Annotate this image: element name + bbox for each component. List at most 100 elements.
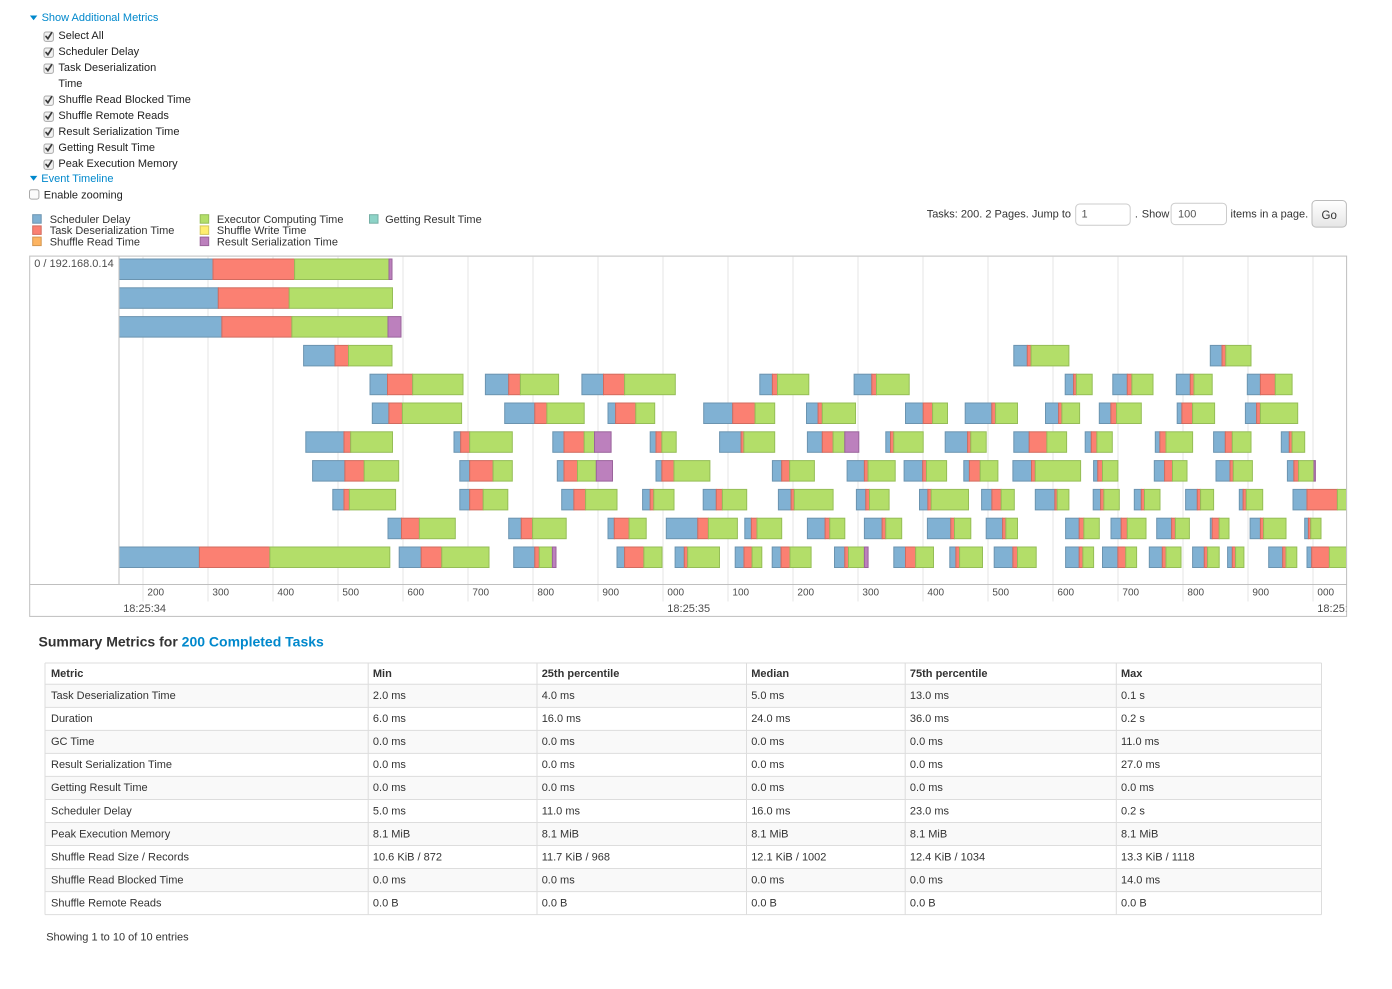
svg-text:Metric: Metric xyxy=(51,668,83,680)
svg-text:0.0 B: 0.0 B xyxy=(910,897,936,909)
svg-text:Getting Result Time: Getting Result Time xyxy=(51,782,148,794)
svg-text:Getting Result Time: Getting Result Time xyxy=(385,214,482,226)
svg-text:Result Serialization Time: Result Serialization Time xyxy=(217,236,338,248)
svg-text:8.1 MiB: 8.1 MiB xyxy=(751,828,788,840)
svg-text:700: 700 xyxy=(472,588,489,599)
svg-text:14.0 ms: 14.0 ms xyxy=(1121,874,1161,886)
svg-text:Time: Time xyxy=(58,78,82,90)
svg-text:Task Deserialization Time: Task Deserialization Time xyxy=(50,225,175,237)
svg-text:100: 100 xyxy=(1178,208,1196,220)
svg-text:500: 500 xyxy=(342,588,359,599)
svg-text:0.0 B: 0.0 B xyxy=(1121,897,1147,909)
svg-text:100: 100 xyxy=(732,588,749,599)
svg-text:Scheduler Delay: Scheduler Delay xyxy=(51,805,132,817)
svg-text:Shuffle Read Size / Records: Shuffle Read Size / Records xyxy=(51,851,189,863)
svg-text:800: 800 xyxy=(1187,588,1204,599)
svg-text:0.0 ms: 0.0 ms xyxy=(751,782,785,794)
svg-text:0.0 ms: 0.0 ms xyxy=(373,736,407,748)
svg-text:23.0 ms: 23.0 ms xyxy=(910,805,950,817)
svg-text:0.0 B: 0.0 B xyxy=(542,897,568,909)
svg-text:1: 1 xyxy=(1082,208,1088,220)
svg-text:items in a page.: items in a page. xyxy=(1231,208,1309,220)
svg-text:0.1 s: 0.1 s xyxy=(1121,690,1145,702)
svg-text:0.0 B: 0.0 B xyxy=(751,897,777,909)
svg-text:0.0 ms: 0.0 ms xyxy=(373,874,407,886)
svg-text:0.0 ms: 0.0 ms xyxy=(542,782,576,794)
svg-text:18:25:34: 18:25:34 xyxy=(123,603,166,615)
svg-text:10.6 KiB / 872: 10.6 KiB / 872 xyxy=(373,851,442,863)
svg-text:600: 600 xyxy=(407,588,424,599)
svg-text:Shuffle Read Blocked Time: Shuffle Read Blocked Time xyxy=(51,874,183,886)
svg-text:Shuffle Remote Reads: Shuffle Remote Reads xyxy=(51,897,162,909)
svg-text:Peak Execution Memory: Peak Execution Memory xyxy=(51,828,171,840)
svg-text:Shuffle Read Blocked Time: Shuffle Read Blocked Time xyxy=(58,94,190,106)
svg-text:Shuffle Read Time: Shuffle Read Time xyxy=(50,236,140,248)
svg-text:18:25:35: 18:25:35 xyxy=(667,603,710,615)
svg-text:900: 900 xyxy=(602,588,619,599)
svg-text:Result Serialization Time: Result Serialization Time xyxy=(58,126,179,138)
svg-text:24.0 ms: 24.0 ms xyxy=(751,713,791,725)
svg-text:Select All: Select All xyxy=(58,30,103,42)
svg-text:0.0 ms: 0.0 ms xyxy=(751,874,785,886)
svg-text:8.1 MiB: 8.1 MiB xyxy=(910,828,947,840)
svg-text:300: 300 xyxy=(862,588,879,599)
svg-text:Show Additional Metrics: Show Additional Metrics xyxy=(42,12,159,24)
svg-text:0.0 ms: 0.0 ms xyxy=(751,759,785,771)
svg-text:200: 200 xyxy=(147,588,164,599)
svg-text:12.1 KiB / 1002: 12.1 KiB / 1002 xyxy=(751,851,826,863)
svg-text:8.1 MiB: 8.1 MiB xyxy=(373,828,410,840)
svg-text:200: 200 xyxy=(797,588,814,599)
svg-text:0.0 B: 0.0 B xyxy=(373,897,399,909)
svg-text:0.0 ms: 0.0 ms xyxy=(373,759,407,771)
svg-text:0.0 ms: 0.0 ms xyxy=(751,736,785,748)
svg-text:Task Deserialization: Task Deserialization xyxy=(58,62,156,74)
svg-text:Max: Max xyxy=(1121,668,1143,680)
svg-text:Show: Show xyxy=(1142,208,1170,220)
svg-text:75th percentile: 75th percentile xyxy=(910,668,988,680)
svg-text:0.0 ms: 0.0 ms xyxy=(542,874,576,886)
svg-text:5.0 ms: 5.0 ms xyxy=(751,690,785,702)
svg-text:18:25:36: 18:25:36 xyxy=(1317,603,1360,615)
svg-text:900: 900 xyxy=(1252,588,1269,599)
svg-text:Result Serialization Time: Result Serialization Time xyxy=(51,759,172,771)
svg-text:0.0 ms: 0.0 ms xyxy=(542,759,576,771)
svg-text:Go: Go xyxy=(1322,210,1337,222)
svg-text:8.1 MiB: 8.1 MiB xyxy=(542,828,579,840)
svg-text:0.0 ms: 0.0 ms xyxy=(1121,782,1155,794)
svg-text:600: 600 xyxy=(1057,588,1074,599)
svg-text:12.4 KiB / 1034: 12.4 KiB / 1034 xyxy=(910,851,985,863)
svg-text:Shuffle Write Time: Shuffle Write Time xyxy=(217,225,306,237)
svg-text:300: 300 xyxy=(212,588,229,599)
svg-text:GC Time: GC Time xyxy=(51,736,94,748)
svg-text:700: 700 xyxy=(1122,588,1139,599)
svg-text:0.0 ms: 0.0 ms xyxy=(910,759,944,771)
svg-text:0 / 192.168.0.14: 0 / 192.168.0.14 xyxy=(34,258,114,270)
svg-text:Enable zooming: Enable zooming xyxy=(44,189,123,201)
svg-text:000: 000 xyxy=(1317,588,1334,599)
svg-text:Median: Median xyxy=(751,668,789,680)
svg-text:13.3 KiB / 1118: 13.3 KiB / 1118 xyxy=(1121,851,1195,863)
svg-text:Event Timeline: Event Timeline xyxy=(41,173,113,185)
svg-text:8.1 MiB: 8.1 MiB xyxy=(1121,828,1158,840)
svg-text:0.0 ms: 0.0 ms xyxy=(373,782,407,794)
svg-text:Duration: Duration xyxy=(51,713,93,725)
svg-text:.: . xyxy=(1135,208,1138,220)
svg-text:Min: Min xyxy=(373,668,392,680)
svg-text:0.0 ms: 0.0 ms xyxy=(910,736,944,748)
svg-text:Getting Result Time: Getting Result Time xyxy=(58,142,155,154)
svg-text:11.7 KiB / 968: 11.7 KiB / 968 xyxy=(542,851,610,863)
svg-text:Scheduler Delay: Scheduler Delay xyxy=(50,214,131,226)
svg-text:0.0 ms: 0.0 ms xyxy=(910,874,944,886)
svg-text:11.0 ms: 11.0 ms xyxy=(1121,736,1160,748)
svg-text:5.0 ms: 5.0 ms xyxy=(373,805,407,817)
svg-text:400: 400 xyxy=(927,588,944,599)
svg-text:11.0 ms: 11.0 ms xyxy=(542,805,581,817)
svg-text:13.0 ms: 13.0 ms xyxy=(910,690,950,702)
svg-text:400: 400 xyxy=(277,588,294,599)
svg-text:800: 800 xyxy=(537,588,554,599)
svg-text:0.0 ms: 0.0 ms xyxy=(910,782,944,794)
svg-text:27.0 ms: 27.0 ms xyxy=(1121,759,1161,771)
svg-text:Peak Execution Memory: Peak Execution Memory xyxy=(58,158,178,170)
svg-text:0.0 ms: 0.0 ms xyxy=(542,736,576,748)
svg-text:500: 500 xyxy=(992,588,1009,599)
